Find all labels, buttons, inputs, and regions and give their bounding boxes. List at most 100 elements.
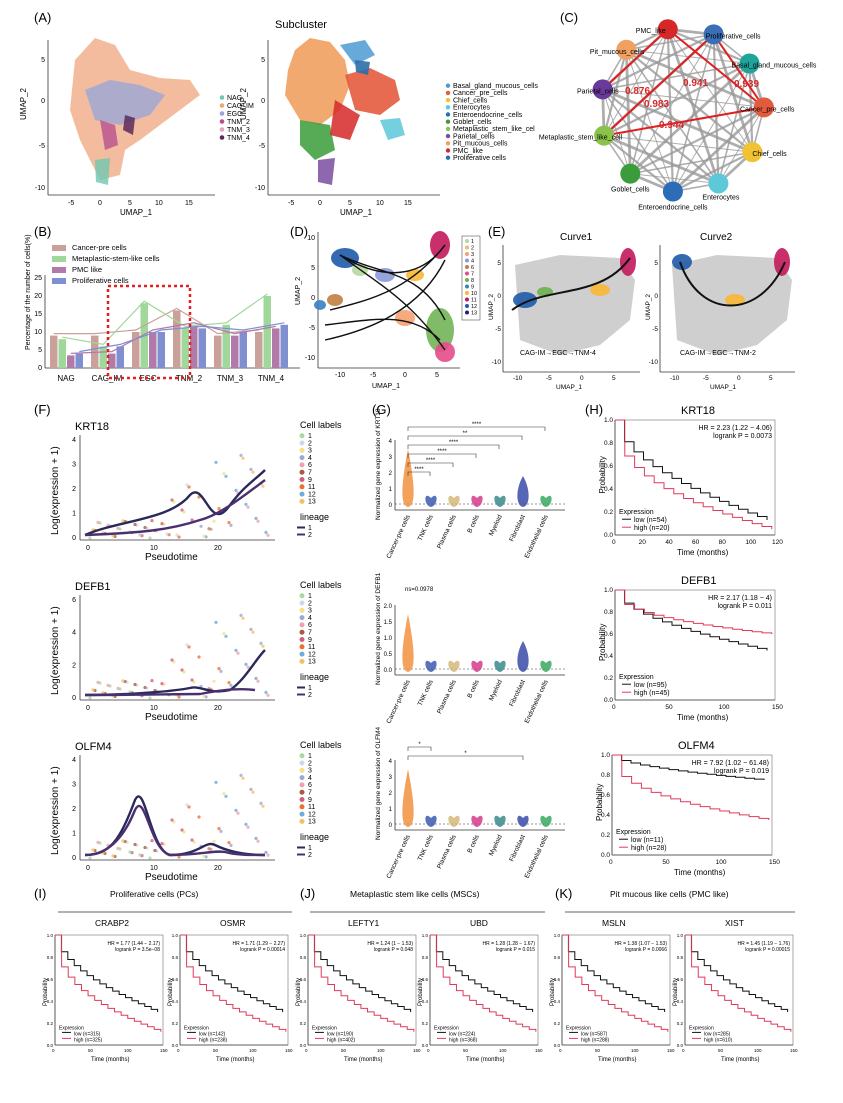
network-edge (603, 134, 674, 193)
network-node (592, 79, 613, 100)
km-xlabel: Time (months) (677, 713, 729, 722)
pseudotime-point (138, 533, 142, 537)
legend-swatch (445, 148, 451, 153)
bar-ytick: 5 (38, 347, 42, 354)
km-xtick: 100 (716, 859, 727, 866)
km-ytick: 0.8 (554, 955, 561, 960)
traj-legend-swatch (465, 271, 469, 276)
pseudotime-point (91, 688, 95, 692)
violin-ytick: 2 (389, 471, 393, 477)
legend-swatch (219, 103, 225, 108)
km-curve-high (308, 934, 415, 1032)
legend-item: NAG (227, 95, 242, 102)
cell-label-item: 9 (308, 797, 312, 804)
cell-label-item: 3 (308, 768, 312, 775)
violin-ytick: 0.5 (384, 652, 393, 658)
pseudotime-point (246, 825, 250, 829)
km-xtick: 100 (499, 1048, 507, 1053)
km-xlabel: Time (months) (344, 1057, 382, 1063)
pseudotime-xtick: 20 (214, 705, 222, 712)
pseudotime-point (202, 534, 206, 538)
km-hr: HR = 1.38 (1.07 − 1.53) (614, 941, 667, 947)
km-legend-high: high (n=28) (631, 845, 667, 852)
pseudotime-point (187, 485, 191, 489)
curve2-yticks: 5 0 -5 -10 (649, 260, 659, 366)
edge-label: 0.983 (644, 99, 669, 110)
curve2-ylabel: UMAP_2 (645, 294, 652, 320)
cell-label-item: 7 (308, 470, 312, 477)
panel-j-title: Metaplastic stem like cells (MSCs) (350, 889, 480, 899)
pseudotime-point (121, 679, 125, 683)
umap-left-ylabel: UMAP_2 (19, 87, 28, 120)
edge-label: 0.876 (625, 86, 650, 97)
curve1-ylabel: UMAP_2 (488, 294, 495, 320)
cell-label-item: 6 (308, 462, 312, 469)
pseudotime-point (199, 524, 203, 528)
bar-ytick: 20 (34, 293, 42, 300)
traj-legend-item: 10 (471, 291, 477, 297)
network-node-label: Cancer_pre_cells (740, 106, 795, 113)
umap-right-xtick: 10 (376, 200, 384, 207)
km-hr: HR = 1.24 (1 − 1.53) (367, 941, 413, 947)
umap-right-xtick: 5 (348, 200, 352, 207)
umap-left: UMAP_2 UMAP_1 -5 0 5 10 15 5 0 -5 -10 (19, 38, 215, 217)
umap-left-xtick: 5 (128, 200, 132, 207)
traj-cluster (430, 231, 450, 259)
pseudotime-ytick: 3 (72, 462, 76, 469)
cell-label-item: 11 (308, 484, 315, 491)
bar-category-label: TNM_4 (258, 374, 285, 383)
legend-swatch (219, 127, 225, 132)
cell-label-swatch (299, 447, 305, 453)
network-edge (601, 88, 674, 192)
violin-ylabel: Normalized gene expression of OLFM4 (375, 727, 382, 840)
cell-label-swatch (299, 818, 305, 824)
km-ytick: 1.0 (422, 933, 429, 938)
km-xtick: 40 (665, 539, 673, 546)
legend-swatch (445, 126, 451, 132)
km-pvalue: logrank P = 0.011 (718, 603, 773, 610)
cell-label-item: 2 (308, 760, 312, 767)
bar-mark (190, 324, 198, 368)
km-xtick: 100 (754, 1048, 762, 1053)
km-ytick: 0.4 (604, 653, 613, 660)
km-xtick: 0 (305, 1048, 308, 1053)
km-ytick: 0.0 (554, 1043, 561, 1048)
curve2-xtick: -5 (703, 375, 709, 382)
traj-xtick: -5 (370, 372, 376, 379)
km-xlabel: Time (months) (216, 1057, 254, 1063)
umap-left-xtick: 10 (155, 200, 163, 207)
pseudotime-point (224, 474, 228, 478)
pseudotime-xlabel: Pseudotime (145, 552, 198, 563)
pseudotime-ytick: 0 (72, 535, 76, 542)
pseudotime-point (185, 803, 189, 807)
km-ytick: 0.4 (47, 999, 54, 1004)
curve1-xtick: -5 (546, 375, 552, 382)
sig-bracket (407, 444, 500, 449)
umap-left-xticks: -5 0 5 10 15 (68, 200, 193, 207)
cell-label-swatch (299, 607, 305, 613)
violin-category: Myeloid (488, 679, 504, 703)
pseudotime-point (202, 854, 206, 858)
km-xtick: 150 (790, 1048, 798, 1053)
pseudotime-point (170, 818, 174, 822)
legend-swatch (445, 83, 451, 88)
network-node-label: Pit_mucous_cells (590, 49, 645, 56)
violin-shape (471, 495, 483, 507)
curve2-ytick: -10 (649, 359, 659, 366)
km-ytick: 0.0 (601, 852, 610, 859)
bar-ytick: 25 (34, 275, 42, 282)
pseudotime-point (116, 526, 120, 531)
pseudotime-point (249, 627, 253, 632)
km-ylabel: Probability (595, 784, 604, 821)
km-legend-high: high (n=288) (581, 1037, 610, 1043)
km-xtick: 150 (772, 704, 783, 711)
km-ylabel: Probability (296, 978, 302, 1006)
traj-xlabel: UMAP_1 (372, 383, 400, 390)
umap-right-cloud-goblet (300, 120, 335, 160)
km-xtick: 0 (612, 539, 616, 546)
km-xtick: 50 (718, 1048, 724, 1053)
pseudotime-point (148, 856, 152, 860)
legend-swatch (445, 112, 451, 117)
km-xtick: 0 (612, 704, 616, 711)
km-xtick: 100 (249, 1048, 257, 1053)
